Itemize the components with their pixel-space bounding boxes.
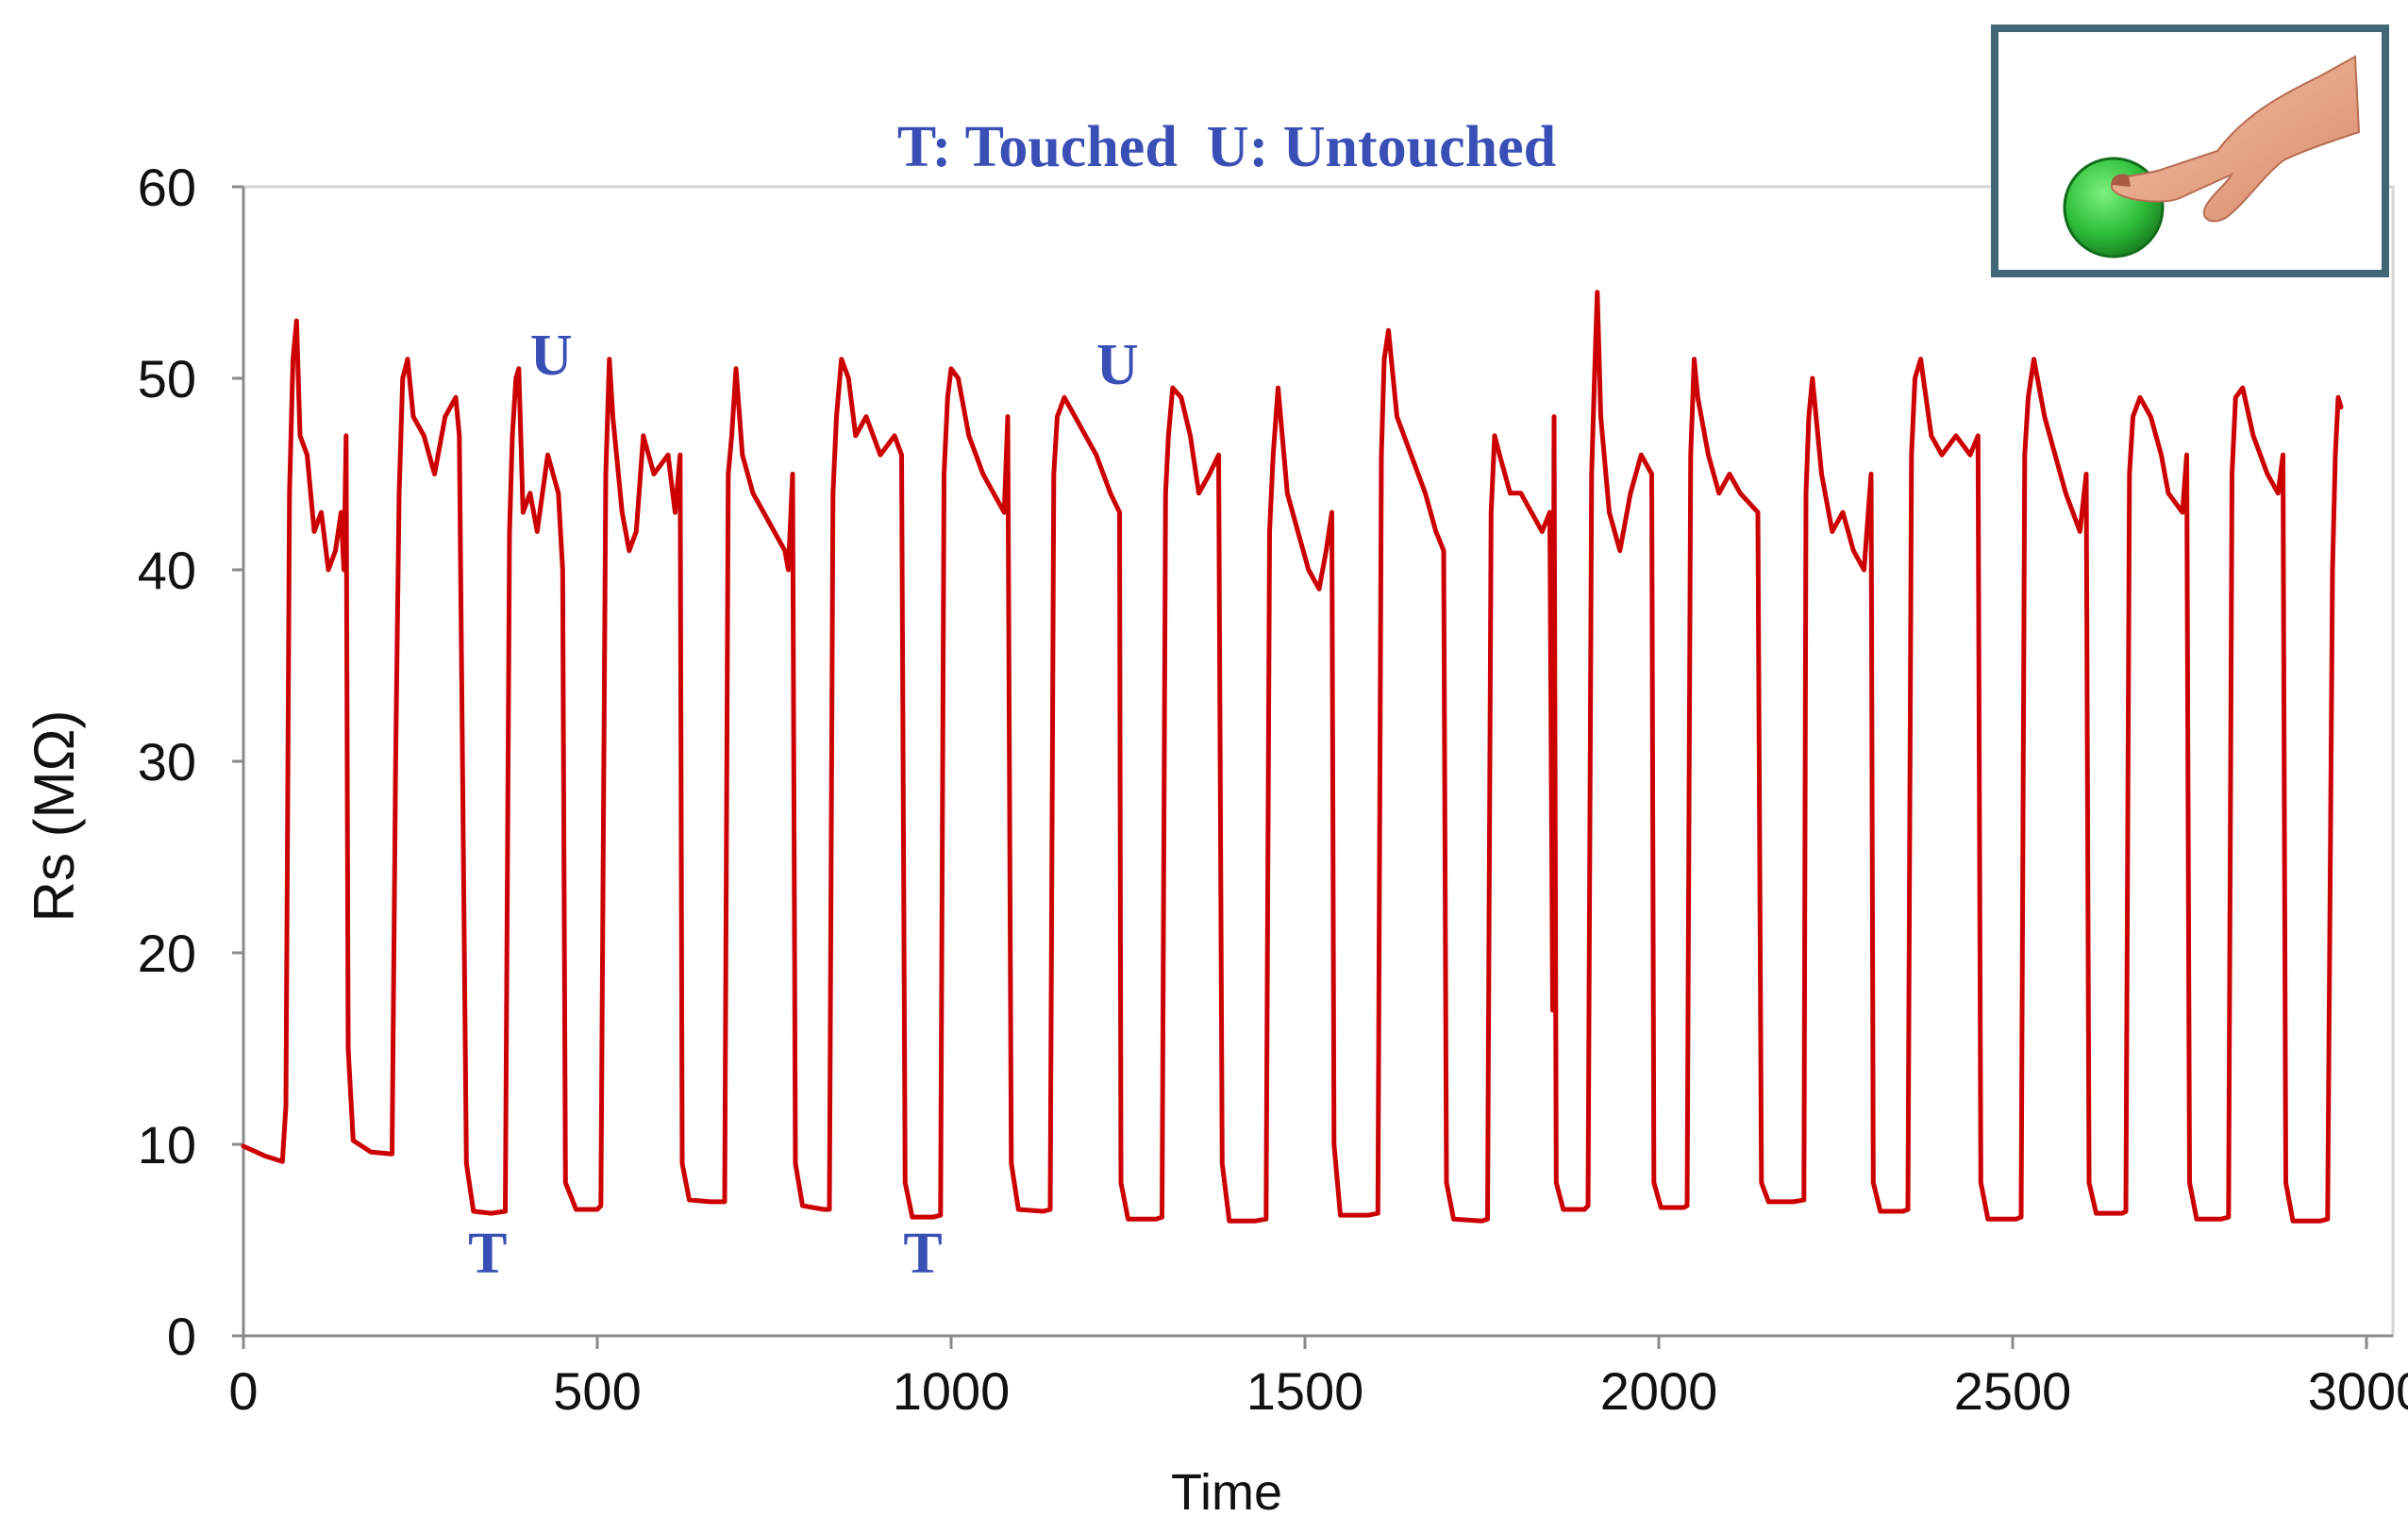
x-tick-label: 500	[553, 1361, 641, 1421]
inset-touch-illustration	[1991, 25, 2389, 277]
annotation-t: T	[468, 1222, 507, 1286]
hand	[2110, 55, 2361, 223]
x-tick-label: 2500	[1954, 1361, 2072, 1421]
x-axis-label: Time	[1171, 1464, 1282, 1521]
chart-title: T: Touched U: Untouched	[897, 115, 1556, 179]
finger-tip	[2111, 174, 2131, 187]
x-tick-label: 1000	[893, 1361, 1011, 1421]
inset-frame	[1991, 25, 2389, 277]
y-tick-label: 10	[138, 1115, 196, 1175]
y-tick-label: 60	[138, 158, 196, 217]
y-axis-ticks: 0 10 20 30 40 50 60	[138, 158, 243, 1366]
x-tick-label: 1500	[1246, 1361, 1364, 1421]
y-axis-label: Rs (MΩ)	[23, 710, 86, 923]
series-layer	[241, 290, 2344, 1224]
annotation-u: U	[1096, 333, 1139, 397]
y-tick-label: 30	[138, 732, 196, 791]
finger-touching-sensor-icon	[2063, 55, 2361, 258]
annotation-t: T	[903, 1222, 942, 1286]
x-tick-label: 0	[228, 1361, 258, 1421]
y-tick-label: 20	[138, 924, 196, 983]
annotation-layer: U U T T	[468, 324, 1139, 1286]
y-tick-label: 50	[138, 349, 196, 408]
x-tick-label: 2000	[1600, 1361, 1718, 1421]
annotation-u: U	[530, 324, 573, 388]
series-line-rs	[241, 290, 2344, 1224]
y-tick-label: 0	[167, 1307, 196, 1366]
y-tick-label: 40	[138, 541, 196, 600]
